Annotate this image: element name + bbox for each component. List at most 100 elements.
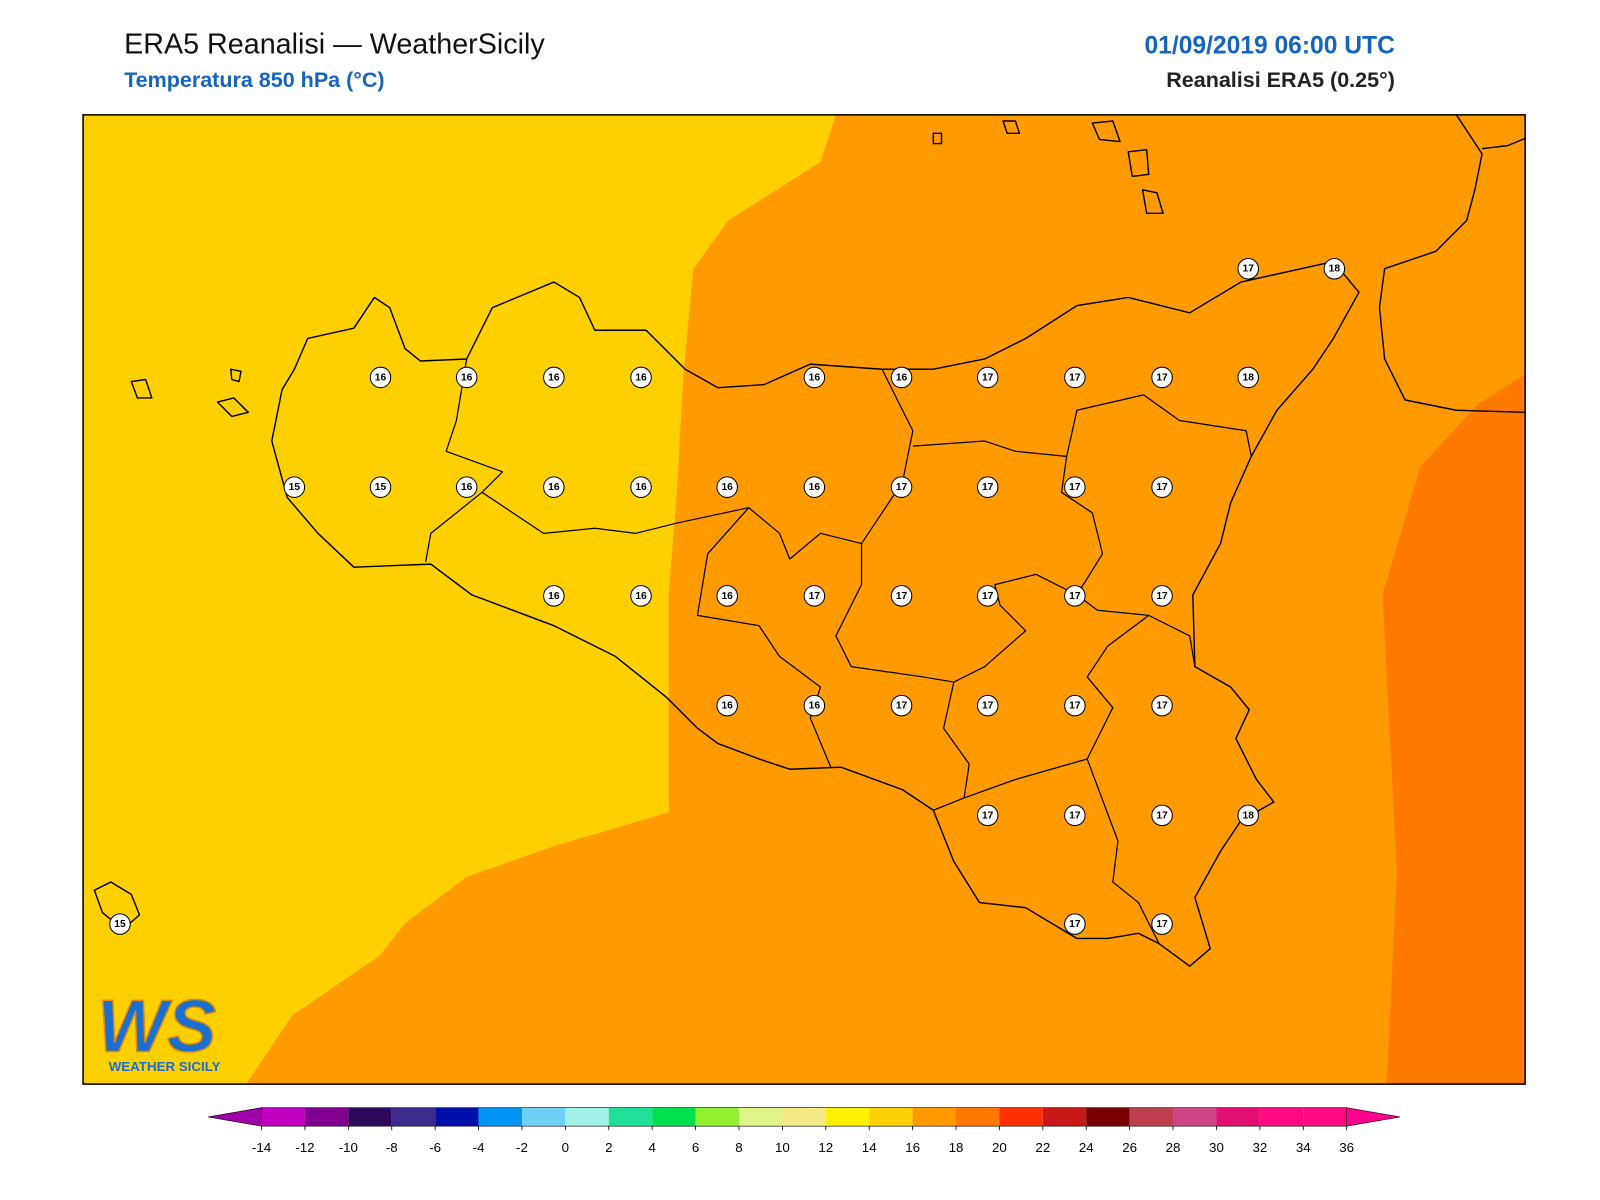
- island: [216, 397, 249, 418]
- station-value: 16: [809, 701, 821, 712]
- station-marker: [1151, 913, 1173, 935]
- province-border: [835, 543, 970, 811]
- station: 16: [543, 366, 565, 389]
- station-marker: [976, 694, 999, 717]
- colorbar-tick-label: 34: [1296, 1140, 1311, 1155]
- colorbar-box: [608, 1107, 653, 1127]
- station: 17: [890, 694, 913, 717]
- station: 16: [630, 476, 652, 498]
- station-marker: [1064, 585, 1086, 607]
- station-marker: [890, 366, 913, 389]
- station-value: 17: [896, 482, 908, 493]
- colorbar-box: [261, 1107, 305, 1127]
- station: 17: [1151, 476, 1173, 498]
- station-marker: [1064, 366, 1086, 389]
- station-marker: [1151, 366, 1173, 389]
- station-value: 16: [721, 482, 733, 493]
- station-value: 17: [1156, 701, 1168, 712]
- province-border: [963, 614, 1150, 799]
- station: 17: [1064, 804, 1086, 827]
- colorbar-box: [1259, 1107, 1304, 1127]
- station-marker: [890, 585, 913, 607]
- station: 16: [803, 366, 826, 389]
- station-marker: [1237, 366, 1259, 389]
- colorbar-tick-label: 30: [1209, 1140, 1224, 1155]
- station: 16: [630, 366, 652, 389]
- station-value: 17: [1156, 482, 1168, 493]
- zone-18-20: [1382, 374, 1526, 1085]
- colorbar-tick-label: -6: [429, 1140, 441, 1155]
- colorbar-box: [1086, 1107, 1130, 1127]
- station: 17: [1064, 366, 1086, 389]
- island: [932, 132, 943, 145]
- station-value: 16: [461, 482, 473, 493]
- station-value: 17: [1156, 591, 1168, 602]
- colorbar-box: [1042, 1107, 1087, 1127]
- colorbar-box: [391, 1107, 436, 1127]
- colorbar-tick-label: 4: [648, 1140, 656, 1155]
- colorbar-tick-label: 8: [735, 1140, 742, 1155]
- station-marker: [803, 476, 826, 498]
- source: Reanalisi ERA5 (0.25°): [1166, 68, 1395, 92]
- subtitle: Temperatura 850 hPa (°C): [124, 68, 384, 92]
- island: [1091, 120, 1121, 143]
- colorbar-tick-label: 20: [992, 1140, 1007, 1155]
- colorbar-box: [869, 1107, 913, 1127]
- station: 15: [283, 476, 306, 498]
- station-marker: [1151, 694, 1173, 717]
- station-marker: [716, 476, 738, 498]
- station-value: 18: [1329, 264, 1341, 275]
- station: 17: [1237, 257, 1259, 280]
- colorbar-tick-label: 32: [1252, 1140, 1267, 1155]
- station-value: 17: [896, 701, 908, 712]
- colorbar-box: [1216, 1107, 1260, 1127]
- station: 17: [1151, 585, 1173, 607]
- colorbar-box: [1173, 1107, 1217, 1127]
- colorbar-tick-label: -8: [386, 1140, 398, 1155]
- island: [130, 378, 153, 399]
- station-value: 17: [982, 372, 994, 383]
- station: 16: [369, 366, 392, 389]
- station-value: 15: [114, 919, 126, 930]
- logo-name: WEATHER SICILY: [109, 1059, 221, 1074]
- logo: WS WEATHER SICILY: [97, 984, 221, 1074]
- station: 17: [1151, 694, 1173, 717]
- province-border: [953, 456, 1104, 683]
- colorbar-tick-label: 2: [605, 1140, 612, 1155]
- station-value: 17: [1156, 919, 1168, 930]
- station-value: 16: [548, 372, 560, 383]
- station: 16: [543, 476, 565, 498]
- station: 17: [976, 366, 999, 389]
- station-marker: [1064, 804, 1086, 827]
- station: 17: [890, 476, 913, 498]
- colorbar-tick-label: 18: [949, 1140, 964, 1155]
- province-border: [1086, 758, 1160, 944]
- colorbar-box: [1303, 1107, 1347, 1127]
- station: 16: [890, 366, 913, 389]
- colorbar-over: [1346, 1107, 1401, 1127]
- colorbar-box: [695, 1107, 739, 1127]
- station-marker: [716, 585, 738, 607]
- colorbar-box: [478, 1107, 522, 1127]
- station-marker: [543, 476, 565, 498]
- station-value: 15: [375, 482, 387, 493]
- colorbar-box: [565, 1107, 609, 1127]
- colorbar-box: [912, 1107, 957, 1127]
- station: 16: [455, 476, 478, 498]
- station-value: 16: [896, 372, 908, 383]
- station-value: 17: [1243, 264, 1255, 275]
- station-marker: [1151, 804, 1173, 827]
- station-value: 17: [982, 482, 994, 493]
- station-value: 18: [1243, 372, 1255, 383]
- colorbar-tick-label: 6: [692, 1140, 699, 1155]
- station: 18: [1237, 366, 1259, 389]
- station-marker: [455, 366, 478, 389]
- province-border: [912, 394, 1252, 458]
- province-border: [425, 358, 504, 563]
- station-value: 16: [375, 372, 387, 383]
- colorbar-frame: [261, 1107, 1347, 1127]
- station-marker: [890, 694, 913, 717]
- logo-mark: WS: [97, 984, 216, 1067]
- colorbar-tick-label: -4: [473, 1140, 485, 1155]
- colorbar-box: [521, 1107, 566, 1127]
